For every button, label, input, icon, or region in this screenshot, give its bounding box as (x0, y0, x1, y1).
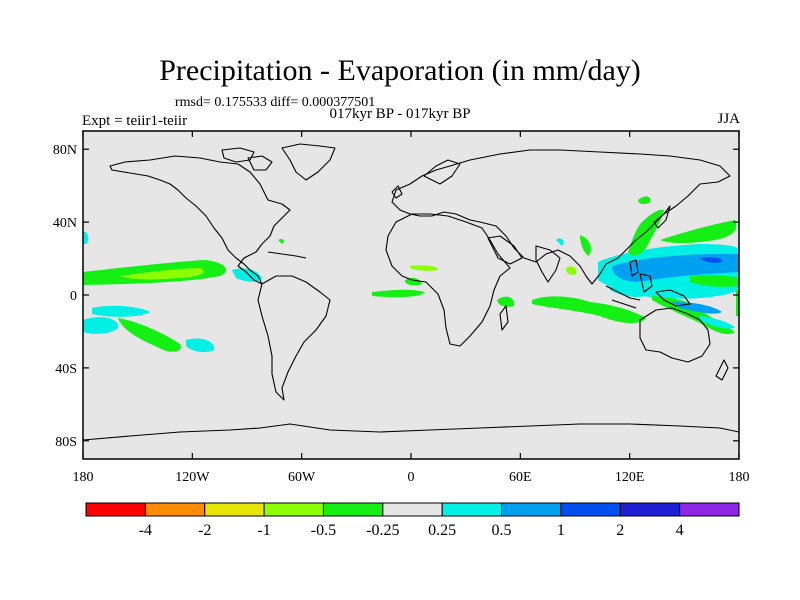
coastline-eurasia (391, 149, 731, 285)
coastline-arctic-islands (221, 147, 273, 171)
colorbar-swatch (204, 502, 265, 517)
colorbar-label: -0.5 (311, 522, 336, 539)
colorbar-swatch (144, 502, 206, 517)
lon-tick-label: 120W (175, 470, 210, 485)
lat-tick-label: 40N (53, 216, 77, 231)
anomaly-patch (143, 332, 172, 352)
period-subtitle: 017kyr BP - 017kyr BP (329, 106, 471, 122)
colorbar-swatch (501, 502, 562, 517)
lat-tick-label: 0 (70, 289, 77, 304)
anomaly-patch (92, 305, 150, 317)
coastline-japan (653, 205, 671, 229)
colorbar-swatch (679, 502, 740, 517)
coastline-philippines (629, 259, 639, 277)
latitude-axis: 80N 40N 0 40S 80S (53, 143, 739, 450)
colorbar-label: -2 (198, 522, 211, 539)
anomaly-patch (700, 316, 735, 329)
coastline-africa (385, 213, 511, 347)
colorbar-swatch (619, 502, 681, 517)
coastline-indonesia (605, 273, 691, 309)
coastline-greenland (281, 143, 336, 181)
anomaly-patch (278, 238, 284, 244)
colorbar-swatch (322, 502, 384, 517)
rmsd-diff-stats: rmsd= 0.175533 diff= 0.000377501 (175, 95, 376, 110)
coastline-north-america (109, 155, 291, 285)
colorbar: -4 -2 -1 -0.5 -0.25 0.25 0.5 1 2 4 (85, 502, 740, 539)
anomaly-patch (410, 265, 439, 271)
anomaly-patches (83, 196, 739, 353)
longitude-axis: 180 120W 60W 0 60E 120E 180 (73, 131, 750, 485)
lat-tick-label: 80S (55, 435, 77, 450)
colorbar-label: 4 (676, 522, 684, 539)
colorbar-swatch (560, 502, 621, 517)
colorbar-label: 0.25 (428, 522, 456, 539)
anomaly-patch (186, 338, 215, 353)
coastline-antarctica (83, 423, 739, 441)
anomaly-patch (405, 277, 422, 286)
coastline-south-america (257, 275, 331, 401)
lon-tick-label: 180 (729, 470, 750, 485)
anomaly-patch (638, 196, 651, 205)
colorbar-label: -4 (139, 522, 152, 539)
colorbar-label: -1 (257, 522, 270, 539)
coastline-india (535, 245, 561, 283)
lon-tick-label: 180 (73, 470, 94, 485)
colorbar-swatch (85, 502, 146, 517)
colorbar-label: 0.5 (492, 522, 512, 539)
anomaly-patch (232, 268, 262, 282)
colorbar-swatch (263, 502, 324, 517)
colorbar-label: 2 (616, 522, 624, 539)
coastlines (83, 143, 739, 441)
colorbar-swatch (441, 502, 503, 517)
lat-tick-label: 80N (53, 143, 77, 158)
lon-tick-label: 120E (615, 470, 645, 485)
coastline-scandinavia (391, 159, 461, 199)
anomaly-patch (497, 296, 515, 307)
anomaly-patch (372, 289, 425, 298)
anomaly-patch (532, 296, 646, 324)
anomaly-patch (566, 266, 577, 275)
coastline-arabia (487, 235, 523, 265)
season-label: JJA (717, 111, 740, 127)
colorbar-label: 1 (557, 522, 565, 539)
lon-tick-label: 60E (509, 470, 532, 485)
anomaly-patch (580, 235, 591, 256)
anomaly-patch (120, 268, 204, 280)
coastline-caribbean (267, 251, 307, 259)
anomaly-patch (700, 257, 723, 263)
figure-title: Precipitation - Evaporation (in mm/day) (159, 54, 641, 87)
experiment-label: Expt = teiir1-teiir (82, 113, 188, 129)
anomaly-patch (556, 238, 564, 246)
lon-tick-label: 60W (288, 470, 316, 485)
lon-tick-label: 0 (408, 470, 415, 485)
colorbar-swatch (382, 502, 443, 517)
coastline-madagascar (499, 305, 509, 331)
coastline-new-zealand (715, 359, 729, 381)
colorbar-label: -0.25 (366, 522, 399, 539)
anomaly-patch (660, 220, 737, 243)
coastline-australia (639, 307, 711, 363)
lat-tick-label: 40S (55, 362, 77, 377)
anomaly-patch (690, 275, 739, 287)
anomaly-patch (83, 317, 119, 334)
anomaly-patch (83, 231, 89, 244)
